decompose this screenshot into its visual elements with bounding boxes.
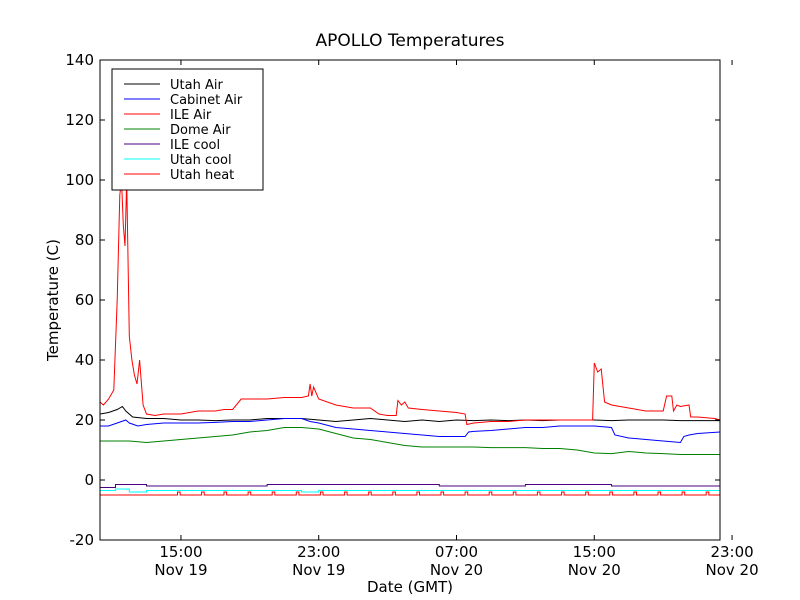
legend-label: Utah cool — [170, 153, 232, 168]
series-line-dome-air — [100, 427, 720, 455]
x-tick-label-date: Nov 20 — [705, 561, 758, 579]
y-tick-label: 80 — [75, 231, 94, 249]
legend-label: ILE Air — [170, 108, 212, 123]
x-axis-label: Date (GMT) — [367, 578, 453, 596]
y-axis: -20 0 20 40 60 80 100 120 140 — [65, 51, 720, 549]
x-tick-label-time: 07:00 — [435, 543, 478, 561]
y-tick-label: 40 — [75, 351, 94, 369]
series-group — [100, 179, 720, 496]
legend-label: Dome Air — [170, 123, 231, 138]
y-tick-label: 120 — [65, 111, 94, 129]
legend-label: ILE cool — [170, 138, 220, 153]
y-tick-label: 0 — [84, 471, 94, 489]
y-axis-label: Temperature (C) — [44, 239, 62, 362]
x-tick-label-time: 23:00 — [297, 543, 340, 561]
y-tick-label: -20 — [70, 531, 95, 549]
series-line-ile-cool — [100, 484, 720, 488]
x-tick-label-time: 23:00 — [710, 543, 753, 561]
legend-label: Utah heat — [170, 168, 234, 183]
x-tick-label-date: Nov 20 — [430, 561, 483, 579]
y-tick-label: 60 — [75, 291, 94, 309]
x-tick-label-time: 15:00 — [573, 543, 616, 561]
series-line-utah-heat — [100, 491, 720, 496]
legend-label: Utah Air — [170, 78, 223, 93]
legend-label: Cabinet Air — [170, 93, 243, 108]
x-tick-label-date: Nov 19 — [154, 561, 207, 579]
y-tick-label: 20 — [75, 411, 94, 429]
y-tick-label: 100 — [65, 171, 94, 189]
x-tick-label-date: Nov 20 — [568, 561, 621, 579]
series-line-utah-cool — [100, 488, 720, 493]
chart-title: APOLLO Temperatures — [316, 31, 505, 51]
series-line-ile-air — [100, 179, 720, 426]
series-line-utah-air — [100, 405, 720, 423]
x-tick-label-time: 15:00 — [159, 543, 202, 561]
x-tick-label-date: Nov 19 — [292, 561, 345, 579]
series-line-cabinet-air — [100, 418, 720, 444]
y-tick-label: 140 — [65, 51, 94, 69]
